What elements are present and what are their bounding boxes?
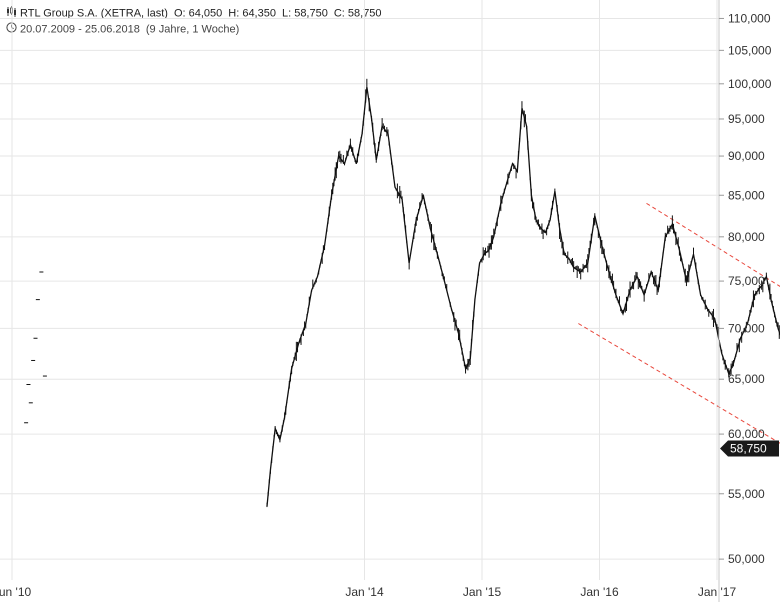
price-line [266,87,780,507]
y-tick-label: 105,000 [728,43,772,57]
y-tick-label: 70,000 [728,321,765,335]
y-tick-label: 80,000 [728,230,765,244]
channel-line [578,323,780,444]
y-tick-label: 60,000 [728,427,765,441]
open-value: O: 64,050 [173,7,223,20]
y-axis-ticks: 110,000 105,000 100,000 95,000 90,000 85,000 8… [719,11,772,566]
y-tick-label: 90,000 [728,149,765,163]
y-tick-label: 50,000 [728,552,765,566]
last-price-label: 58,750 [730,442,767,456]
trend-channel [578,202,780,444]
instrument-title: RTL Group S.A. (XETRA, last) [20,7,168,20]
early-price-marks [24,271,47,424]
close-value: C: 58,750 [333,7,382,20]
last-price-marker [720,440,779,457]
duration-label: (9 Jahre, 1 Woche) [145,23,240,36]
y-tick-label: 55,000 [728,487,765,501]
chart-grid [0,0,719,580]
x-tick-label: Jan '15 [463,585,502,599]
y-tick-label: 65,000 [728,372,765,386]
x-tick-label: Jan '16 [580,585,619,599]
x-tick-label: Jan '17 [698,585,737,599]
last-price-badge: 58,750 [720,440,779,457]
chart-header-range: 20.07.2009 - 25.06.2018 (9 Jahre, 1 Woche… [6,22,239,37]
y-tick-label: 85,000 [728,188,765,202]
y-tick-label: 95,000 [728,112,765,126]
date-range: 20.07.2009 - 25.06.2018 [20,23,140,36]
y-tick-label: 100,000 [728,77,772,91]
price-series [266,78,780,508]
chart-header-quote: RTL Group S.A. (XETRA, last) O: 64,050 H: … [6,6,382,21]
high-value: H: 64,350 [228,7,276,20]
y-tick-label: 75,000 [728,274,765,288]
low-value: L: 58,750 [281,7,328,20]
x-tick-label: Jun '10 [0,585,31,599]
y-tick-label: 110,000 [728,11,771,25]
x-tick-label: Jan '14 [345,585,384,599]
